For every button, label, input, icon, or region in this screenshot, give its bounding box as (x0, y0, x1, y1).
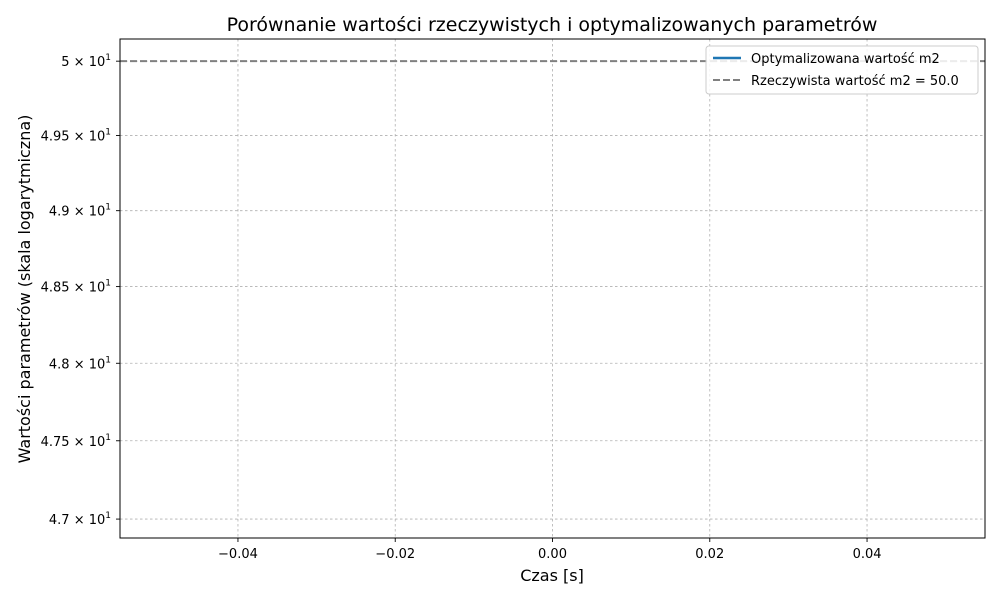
y-tick-label: 4.9 × 101 (49, 203, 111, 220)
x-axis-label: Czas [s] (520, 566, 584, 585)
legend: Optymalizowana wartość m2 Rzeczywista wa… (705, 45, 979, 95)
y-tick-label: 4.95 × 101 (41, 128, 111, 145)
y-tick-label: 4.75 × 101 (41, 433, 111, 450)
x-tick-label: 0.04 (853, 547, 882, 562)
x-tick-label: −0.02 (375, 547, 415, 562)
legend-label-actual: Rzeczywista wartość m2 = 50.0 (751, 74, 959, 89)
plot-area-frame (119, 38, 986, 539)
x-tick-label: 0.00 (538, 547, 567, 562)
legend-box (705, 45, 979, 95)
y-tick-label: 4.8 × 101 (49, 355, 111, 372)
axes (119, 38, 986, 539)
y-axis-ticks: 5 × 101 4.95 × 101 4.9 × 101 4.85 × 101 4.8 … (41, 53, 120, 528)
x-tick-label: −0.04 (218, 547, 258, 562)
x-tick-label: 0.02 (695, 547, 724, 562)
y-tick-label: 5 × 101 (61, 53, 111, 70)
y-axis-label: Wartości parametrów (skala logarytmiczna… (15, 115, 34, 464)
grid-lines (120, 39, 985, 538)
x-axis-ticks: −0.04 −0.02 0.00 0.02 0.04 (218, 538, 882, 562)
y-tick-label: 4.7 × 101 (49, 511, 111, 528)
y-tick-label: 4.85 × 101 (41, 279, 111, 296)
legend-label-optimized: Optymalizowana wartość m2 (751, 52, 940, 67)
chart-title: Porównanie wartości rzeczywistych i opty… (227, 14, 878, 36)
